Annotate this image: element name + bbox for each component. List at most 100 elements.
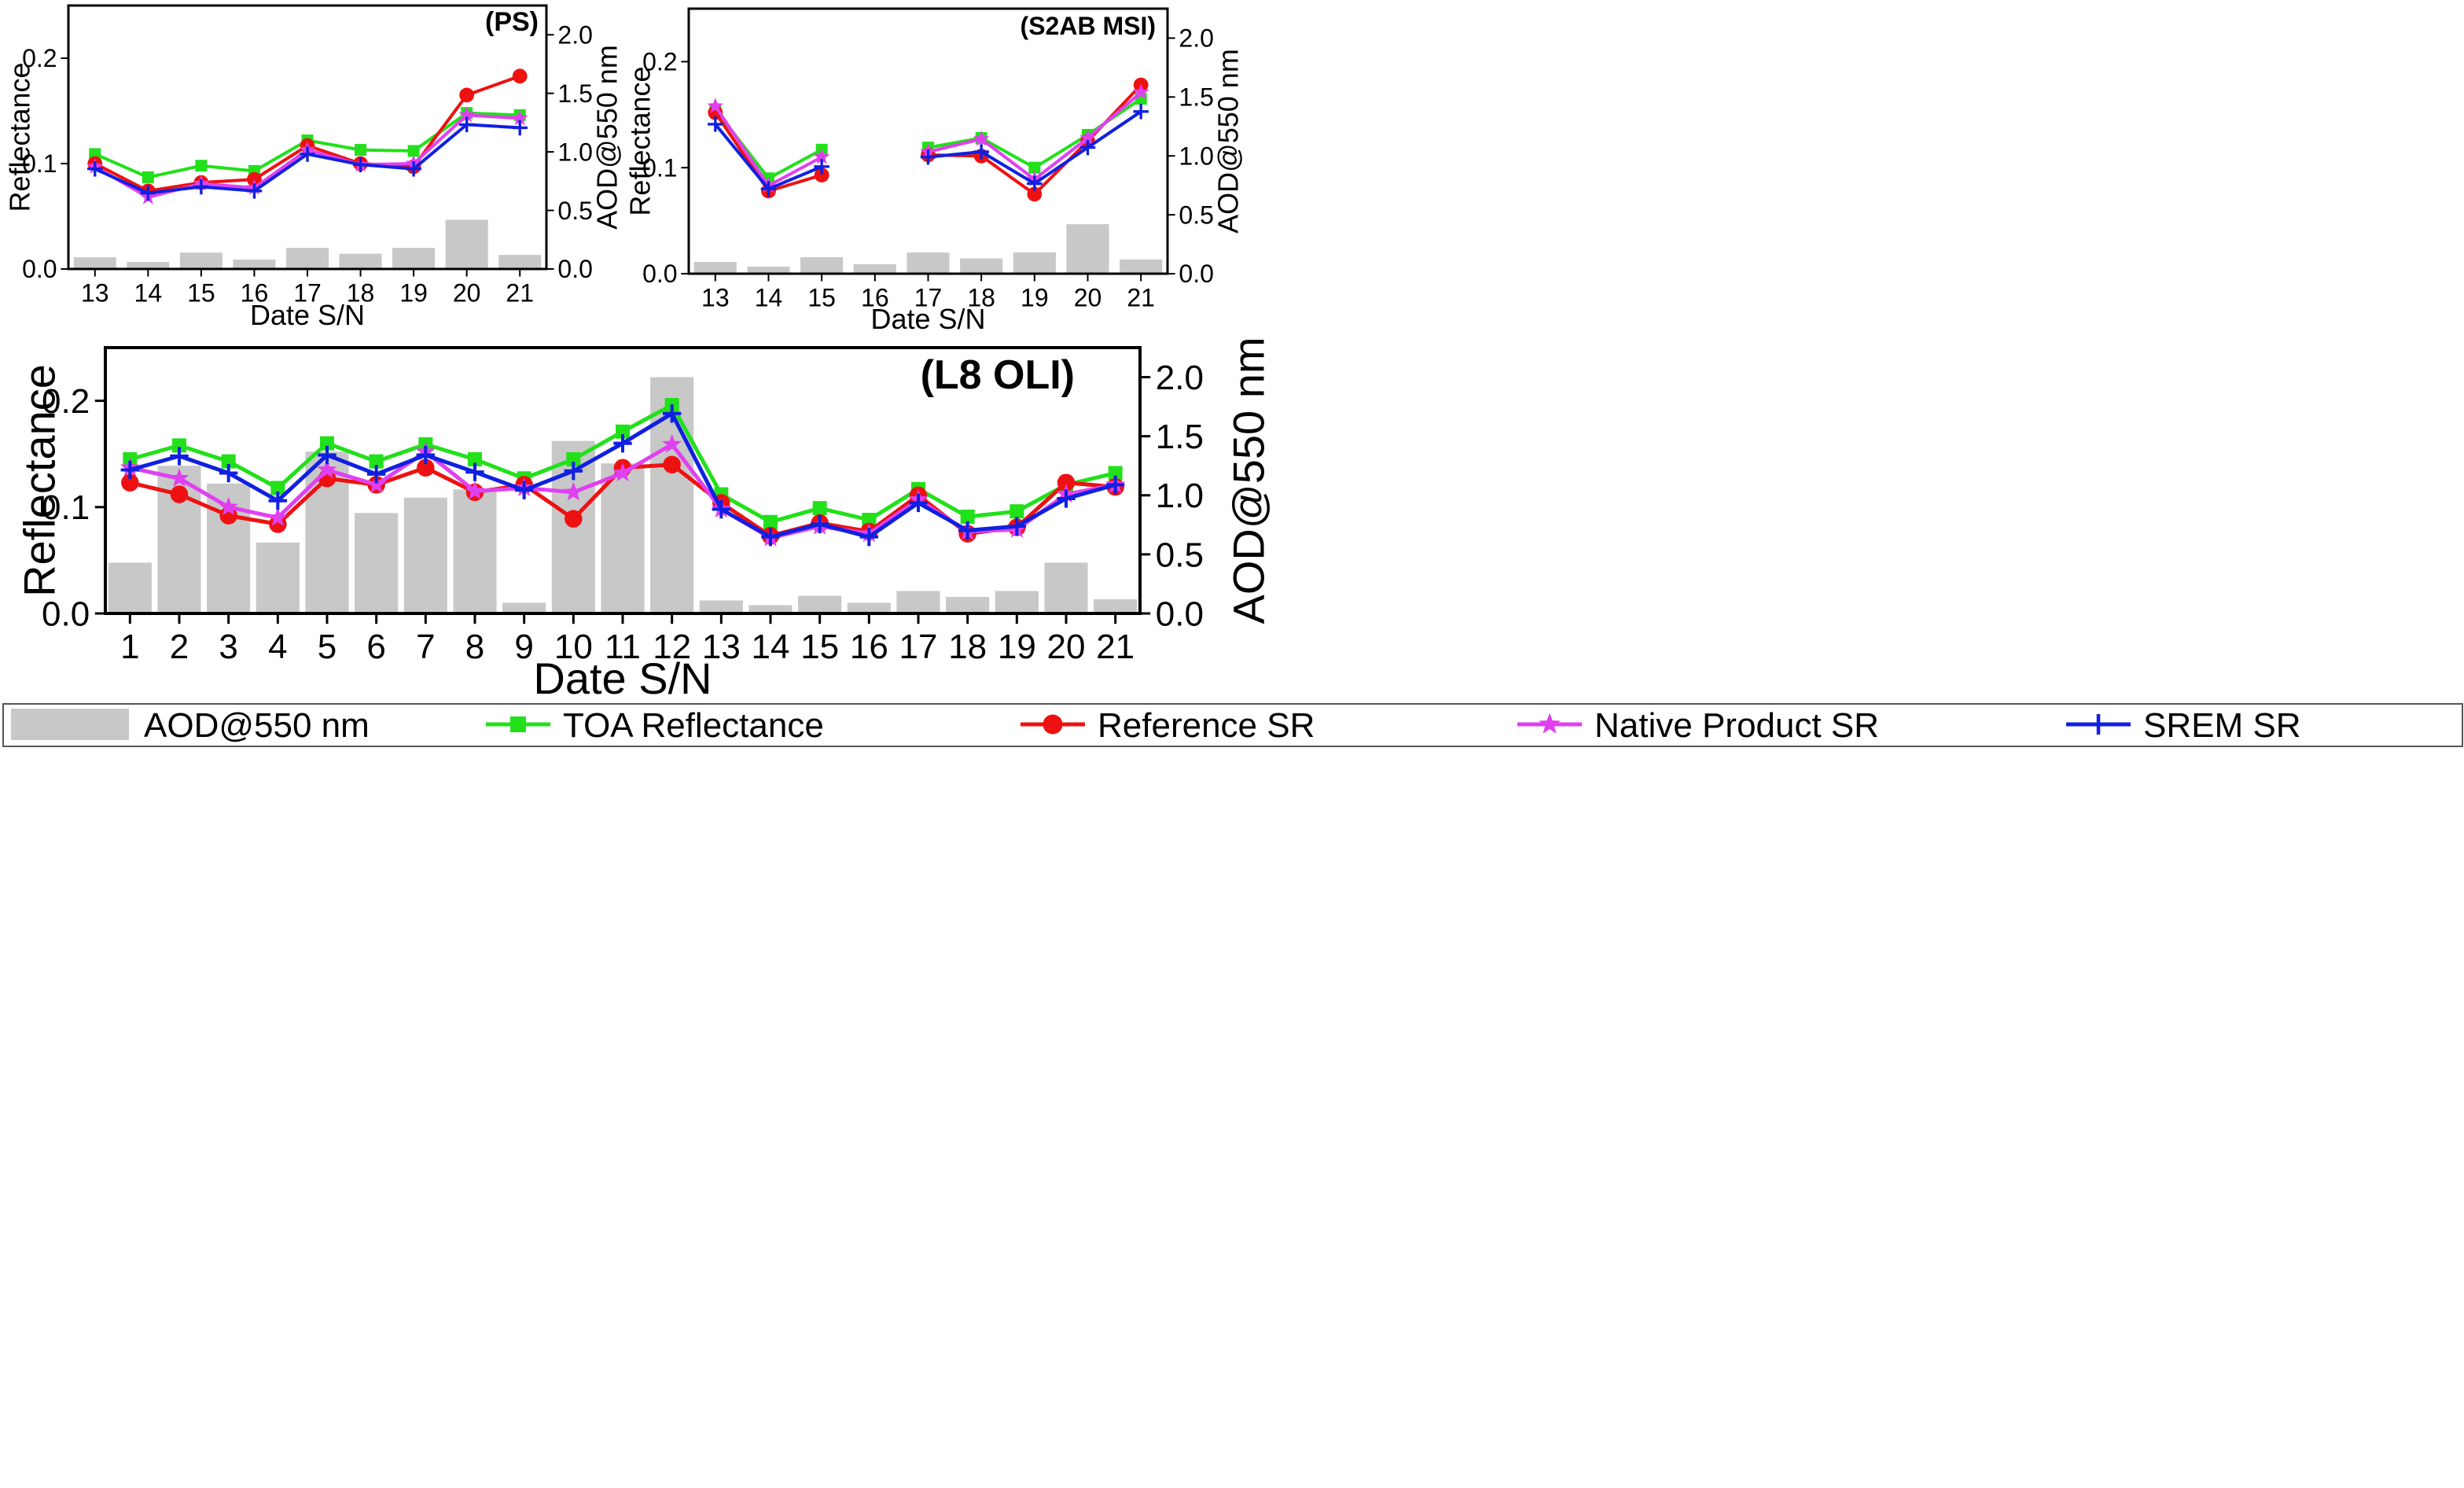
x-tick-label: 18 xyxy=(347,279,375,308)
series-point-toa xyxy=(862,513,877,528)
y2-tick-label: 1.0 xyxy=(1179,142,1213,170)
series-point-srem xyxy=(1079,139,1096,156)
aod-bar xyxy=(1044,562,1088,613)
series-point-toa xyxy=(566,451,581,466)
aod-bar xyxy=(179,252,222,269)
series-point-toa xyxy=(221,454,236,469)
y2-tick-label: 0.0 xyxy=(1156,595,1204,633)
series-point-srem xyxy=(1007,517,1027,536)
y2-tick-label: 0.0 xyxy=(557,255,592,283)
legend-swatch-marker xyxy=(2088,714,2109,735)
series-point-srem xyxy=(760,181,777,197)
series-point-srem xyxy=(170,447,189,466)
y-axis-label: Reflectance xyxy=(15,364,64,597)
x-tick-label: 10 xyxy=(554,628,593,666)
aod-bar xyxy=(907,252,950,274)
legend-swatch-marker xyxy=(1539,713,1561,734)
aod-bar xyxy=(960,258,1003,274)
aod-bar xyxy=(601,463,645,613)
series-point-toa xyxy=(468,451,482,466)
aod-bar xyxy=(108,562,152,613)
series-point-srem xyxy=(512,120,528,136)
x-tick-label: 16 xyxy=(861,284,889,312)
x-tick-label: 17 xyxy=(899,628,938,666)
x-tick-label: 18 xyxy=(948,628,987,666)
y-tick-label: 0.1 xyxy=(42,488,90,527)
y2-tick-label: 0.5 xyxy=(1179,201,1213,229)
x-tick-label: 20 xyxy=(453,279,481,308)
y-tick-label: 0.1 xyxy=(22,149,57,178)
series-point-ref xyxy=(170,485,189,503)
series-point-native xyxy=(458,106,475,123)
y2-tick-label: 1.0 xyxy=(557,138,592,166)
series-point-ref xyxy=(1027,186,1043,202)
y2-tick-label: 1.5 xyxy=(1156,418,1204,456)
series-point-native xyxy=(973,130,990,146)
aod-bar xyxy=(1066,224,1109,274)
series-point-srem xyxy=(973,144,989,160)
series-point-srem xyxy=(140,185,156,201)
series-point-toa xyxy=(355,144,367,157)
aod-bar xyxy=(403,497,447,613)
chart-panel-1: 13 14 15 16 17 18 19 20 21 0.0 0.1 0.2 0.0 0.5 1.0 1.5 2… xyxy=(624,7,1245,335)
y-tick-label: 0.2 xyxy=(642,48,677,76)
x-tick-label: 9 xyxy=(514,628,533,666)
series-point-toa xyxy=(960,509,975,524)
y2-axis-label: AOD@550 nm xyxy=(591,45,623,230)
y-tick-label: 0.1 xyxy=(642,153,677,182)
series-point-toa xyxy=(270,481,285,495)
x-tick-label: 19 xyxy=(998,628,1036,666)
x-tick-label: 21 xyxy=(506,279,534,308)
chart-title: (S2AB MSI) xyxy=(1021,12,1156,40)
series-point-native xyxy=(169,468,189,487)
series-point-ref xyxy=(663,455,681,473)
series-point-toa xyxy=(172,438,186,453)
series-point-ref xyxy=(417,459,435,477)
series-point-native xyxy=(366,474,387,493)
x-tick-label: 17 xyxy=(914,284,943,312)
series-point-srem xyxy=(366,465,386,484)
x-tick-label: 15 xyxy=(807,284,836,312)
series-point-srem xyxy=(416,445,436,465)
y2-tick-label: 1.5 xyxy=(557,79,592,108)
series-point-srem xyxy=(1133,104,1149,120)
aod-bar xyxy=(445,219,488,269)
series-point-ref xyxy=(512,68,528,84)
series-point-srem xyxy=(920,149,936,165)
aod-bar xyxy=(339,253,382,269)
aod-bar xyxy=(798,595,842,613)
y-axis-label: Reflectance xyxy=(4,62,36,212)
series-point-srem xyxy=(662,404,682,423)
series-point-srem xyxy=(352,157,369,173)
series-point-srem xyxy=(1027,175,1043,192)
series-point-srem xyxy=(958,521,977,540)
series-point-native xyxy=(563,481,583,501)
aod-bar xyxy=(699,600,743,613)
legend-label: Reference SR xyxy=(1098,706,1315,745)
series-point-native xyxy=(612,462,633,482)
legend-box xyxy=(2,703,2463,747)
aod-bar xyxy=(747,267,790,274)
aod-bar xyxy=(896,591,940,613)
series-point-native xyxy=(813,148,830,164)
y2-tick-label: 1.0 xyxy=(1156,477,1204,515)
x-tick-label: 4 xyxy=(268,628,287,666)
y2-tick-label: 2.0 xyxy=(557,20,592,49)
x-axis-label: Date S/N xyxy=(870,303,985,335)
series-point-srem xyxy=(465,462,484,481)
series-point-srem xyxy=(193,179,209,195)
series-point-toa xyxy=(1010,504,1024,519)
series-point-toa xyxy=(195,160,208,172)
y2-tick-label: 0.5 xyxy=(1156,536,1204,574)
legend-swatch-marker xyxy=(1043,714,1063,735)
x-tick-label: 19 xyxy=(1021,284,1049,312)
chart-title: (L8 OLI) xyxy=(921,352,1075,398)
y-tick-label: 0.2 xyxy=(22,44,57,72)
y2-axis-label: AOD@550 nm xyxy=(1212,49,1245,234)
x-tick-label: 8 xyxy=(465,628,484,666)
x-axis-label: Date S/N xyxy=(533,654,712,703)
x-tick-label: 7 xyxy=(416,628,435,666)
y2-tick-label: 0.5 xyxy=(557,197,592,225)
aod-bar xyxy=(502,602,546,613)
aod-bar xyxy=(800,257,844,274)
